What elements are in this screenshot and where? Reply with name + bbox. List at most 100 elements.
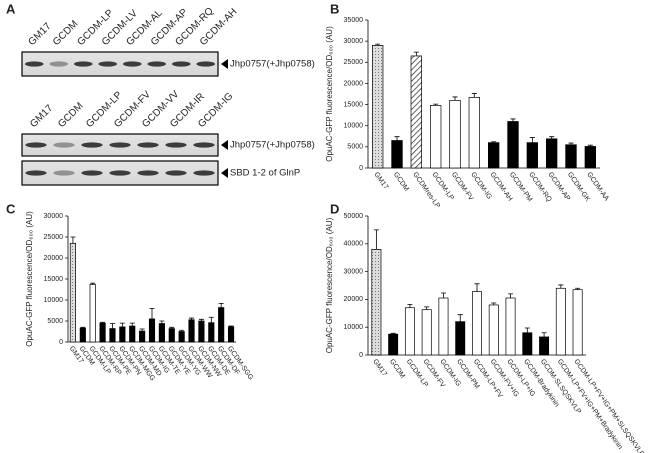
blot-band [81, 170, 103, 176]
bar [371, 249, 382, 356]
error-bar [208, 316, 214, 323]
bar [372, 45, 384, 169]
bar [438, 297, 449, 356]
bar [178, 331, 185, 343]
error-bar [587, 144, 593, 147]
error-bar [375, 43, 381, 46]
bar [198, 320, 205, 343]
bar [584, 146, 596, 169]
error-bar [424, 306, 430, 310]
bar [89, 284, 96, 343]
bar [208, 322, 215, 343]
blot-band [25, 142, 47, 148]
y-tick-label: 10000 [344, 324, 364, 331]
error-bar [491, 302, 497, 305]
blot-band [165, 142, 187, 148]
band-arrow [221, 168, 228, 178]
blot-band [73, 61, 93, 67]
y-tick-label: 30000 [344, 268, 364, 275]
bar [522, 332, 533, 356]
error-bar [471, 93, 477, 98]
blot-band [25, 170, 47, 176]
error-bar [394, 136, 400, 141]
bar [99, 322, 106, 343]
y-axis-title: OpuAC-GFP fluorescence/OD₆₀₀ (AU) [325, 217, 334, 353]
bar [148, 318, 156, 343]
y-tick-label: 15000 [44, 276, 64, 283]
blot-band [49, 61, 69, 67]
error-bar [228, 325, 234, 327]
error-bar [452, 96, 458, 101]
error-bar [524, 327, 530, 333]
lane-label: GCDM [56, 101, 85, 130]
y-tick-label: 30000 [344, 38, 364, 45]
blot-band [53, 142, 75, 148]
y-tick-label: 25000 [44, 234, 64, 241]
y-tick-label: 20000 [44, 255, 64, 262]
y-tick-label: 5000 [347, 144, 363, 151]
y-tick-label: 20000 [344, 296, 364, 303]
band-arrow [221, 59, 228, 69]
y-tick-label: 0 [359, 352, 363, 359]
bar [188, 319, 195, 343]
bar [565, 144, 577, 169]
blot-band [109, 170, 131, 176]
bar [218, 307, 225, 343]
blot-band [193, 142, 215, 148]
blot-band [137, 170, 159, 176]
y-tick-label: 0 [359, 165, 363, 172]
error-bar [169, 326, 175, 329]
bar [69, 242, 77, 343]
error-bar [218, 302, 224, 308]
bar [572, 289, 583, 356]
bar [526, 142, 538, 169]
x-tick-label: GCDM-LP+FV+IG+PM+SLSQSKVLP [572, 358, 645, 453]
error-bar [149, 308, 155, 319]
bar [488, 142, 500, 169]
error-bar [433, 103, 439, 106]
blot-band [193, 170, 215, 176]
x-tick-label: GM17 [371, 358, 388, 378]
bar [79, 327, 86, 343]
bar [404, 307, 415, 356]
bar [421, 309, 432, 356]
error-bar [80, 326, 86, 329]
x-tick-label: GM17 [373, 171, 390, 191]
error-bar [510, 118, 516, 122]
error-bar [491, 141, 497, 143]
y-tick-label: 25000 [344, 59, 364, 66]
band-arrow [221, 140, 228, 150]
x-tick-label: GCDM-LP+FV+IG+PM+Bradykinin [556, 358, 624, 451]
error-bar [457, 314, 463, 322]
band-label: Jhp0757(+Jhp0758) [230, 59, 315, 70]
blot-band [24, 61, 44, 67]
blot-band [196, 61, 216, 67]
band-label: Jhp0757(+Jhp0758) [230, 140, 315, 151]
blot-band [53, 170, 75, 176]
bar [545, 138, 558, 169]
panel-label: D [330, 201, 339, 216]
bar [468, 97, 480, 169]
error-bar [189, 317, 195, 320]
bar [119, 326, 126, 343]
blot-band [165, 170, 187, 176]
y-tick-label: 0 [59, 339, 63, 346]
blot-band [98, 61, 118, 67]
blot-band [81, 142, 103, 148]
bar [158, 323, 165, 343]
x-tick-label: GCDM [392, 171, 410, 193]
blot-band [109, 142, 131, 148]
y-axis-title: OpuAC-GFP fluorescence/OD₆₀₀ (AU) [325, 26, 334, 162]
error-bar [575, 287, 581, 290]
y-tick-label: 30000 [44, 213, 64, 220]
bar [539, 336, 550, 356]
error-bar [407, 304, 413, 308]
bar [129, 325, 136, 343]
error-bar [413, 51, 419, 56]
bar [168, 328, 175, 343]
error-bar [529, 137, 535, 143]
blot-band [137, 142, 159, 148]
bar [455, 321, 466, 356]
error-bar [568, 142, 574, 145]
